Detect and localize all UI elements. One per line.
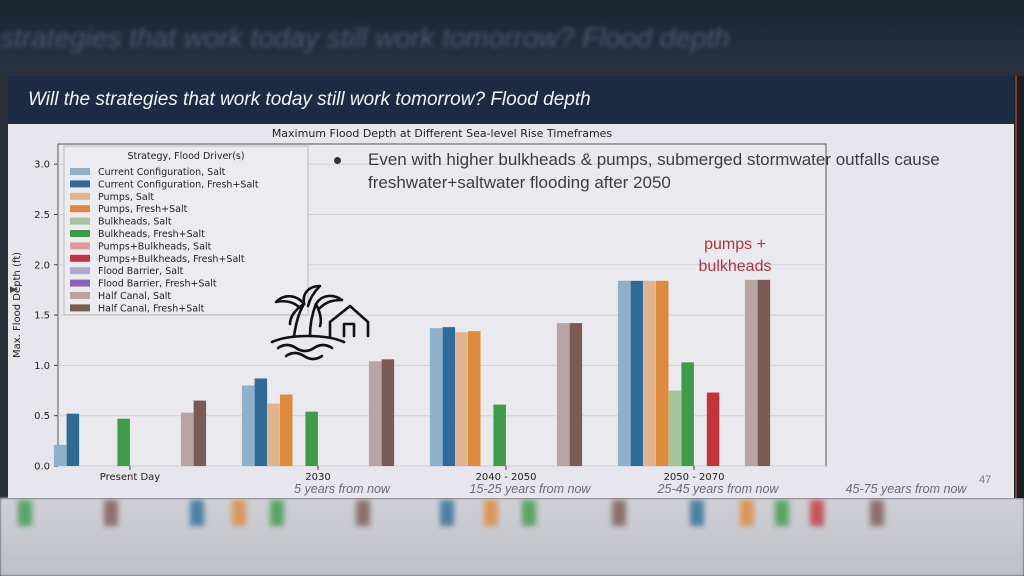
timeframe-subtitle-2: 15-25 years from now <box>469 482 591 496</box>
legend-label: Pumps+Bulkheads, Fresh+Salt <box>98 254 245 265</box>
legend-swatch <box>70 168 90 175</box>
legend-swatch <box>70 279 90 287</box>
background-header-blur <box>0 0 1024 72</box>
bar <box>280 394 293 466</box>
bullet-dot <box>334 157 341 164</box>
bar <box>117 418 130 466</box>
bar <box>368 361 382 466</box>
background-title-blur: strategies that work today still work to… <box>0 22 730 53</box>
legend-label: Bulkheads, Salt <box>98 217 172 228</box>
bar <box>241 385 255 466</box>
y-tick-label: 1.0 <box>34 361 50 372</box>
legend-swatch <box>70 292 90 299</box>
legend-label: Current Configuration, Salt <box>98 167 226 178</box>
bar <box>744 279 758 466</box>
bar <box>180 412 194 466</box>
bar <box>493 404 506 466</box>
legend-label: Half Canal, Salt <box>98 291 171 302</box>
legend-swatch <box>70 205 90 213</box>
bar <box>468 331 481 466</box>
legend-label: Pumps, Salt <box>98 192 154 203</box>
legend-swatch <box>70 267 90 275</box>
x-tick-label: 2040 - 2050 <box>476 472 537 483</box>
bar <box>381 359 395 466</box>
annotation-line: bulkheads <box>698 258 772 275</box>
bar <box>630 280 644 466</box>
pumps-bulkheads-annotation: pumps + bulkheads <box>670 234 800 278</box>
palm-island-icon <box>270 284 370 361</box>
legend-swatch <box>70 192 90 200</box>
bar <box>455 332 468 466</box>
bar <box>706 392 720 466</box>
bar <box>442 327 456 466</box>
x-tick-label: Present Day <box>100 472 161 483</box>
page-number: 47 <box>979 474 992 486</box>
bar <box>267 403 280 466</box>
timeframe-subtitle-3: 25-45 years from now <box>657 482 779 496</box>
x-tick-label: 2030 <box>305 472 330 483</box>
slide-header: Will the strategies that work today stil… <box>8 76 1014 124</box>
annotation-line: pumps + <box>704 236 766 253</box>
chart-title: Maximum Flood Depth at Different Sea-lev… <box>272 127 613 140</box>
legend-box <box>63 145 309 316</box>
legend-label: Pumps, Fresh+Salt <box>98 204 188 215</box>
y-tick-label: 0.0 <box>34 462 50 473</box>
legend-label: Flood Barrier, Salt <box>98 266 184 277</box>
bar <box>643 280 656 466</box>
frame-edge <box>1014 76 1024 498</box>
legend-label: Pumps+Bulkheads, Salt <box>98 241 212 252</box>
y-tick-label: 2.5 <box>34 210 50 221</box>
slide-title: Will the strategies that work today stil… <box>28 89 591 110</box>
legend-label: Half Canal, Fresh+Salt <box>98 303 205 314</box>
bar <box>66 413 80 466</box>
mouse-cursor-icon: ▶ <box>10 284 17 294</box>
bar <box>668 390 682 466</box>
bar <box>193 400 207 466</box>
bar <box>656 280 669 466</box>
frame-edge-line <box>1015 76 1017 498</box>
legend-label: Bulkheads, Fresh+Salt <box>98 229 205 240</box>
bar <box>556 323 570 466</box>
timeframe-subtitle-1: 5 years from now <box>294 482 390 496</box>
reflected-bars-strip <box>0 500 1024 528</box>
bar <box>429 328 443 466</box>
y-tick-label: 2.0 <box>34 260 50 271</box>
bar <box>254 378 268 466</box>
legend-swatch <box>70 180 90 188</box>
presentation-slide: Will the strategies that work today stil… <box>8 76 1014 498</box>
bar <box>681 362 694 466</box>
y-axis-label: Max. Flood Depth (ft) <box>12 252 23 358</box>
legend-swatch <box>70 304 90 312</box>
bullet-text: Even with higher bulkheads & pumps, subm… <box>368 150 940 192</box>
legend-label: Current Configuration, Fresh+Salt <box>98 179 259 190</box>
bar <box>305 411 318 466</box>
bar <box>569 323 583 466</box>
legend-title: Strategy, Flood Driver(s) <box>127 151 244 162</box>
legend-label: Flood Barrier, Fresh+Salt <box>98 279 217 290</box>
background-footer-blur <box>0 498 1024 576</box>
y-tick-label: 3.0 <box>34 160 50 171</box>
x-tick-label: 2050 - 2070 <box>664 472 725 483</box>
y-tick-label: 0.5 <box>34 411 50 422</box>
legend-swatch <box>70 217 90 225</box>
y-tick-label: 1.5 <box>34 311 50 322</box>
bar <box>617 280 631 466</box>
bar-chart: Maximum Flood Depth at Different Sea-lev… <box>12 127 827 483</box>
bar <box>53 444 67 466</box>
timeframe-subtitle-4: 45-75 years from now <box>845 482 967 496</box>
legend-swatch <box>70 242 90 250</box>
bar <box>757 279 771 466</box>
legend-swatch <box>70 254 90 262</box>
legend-swatch <box>70 230 90 237</box>
